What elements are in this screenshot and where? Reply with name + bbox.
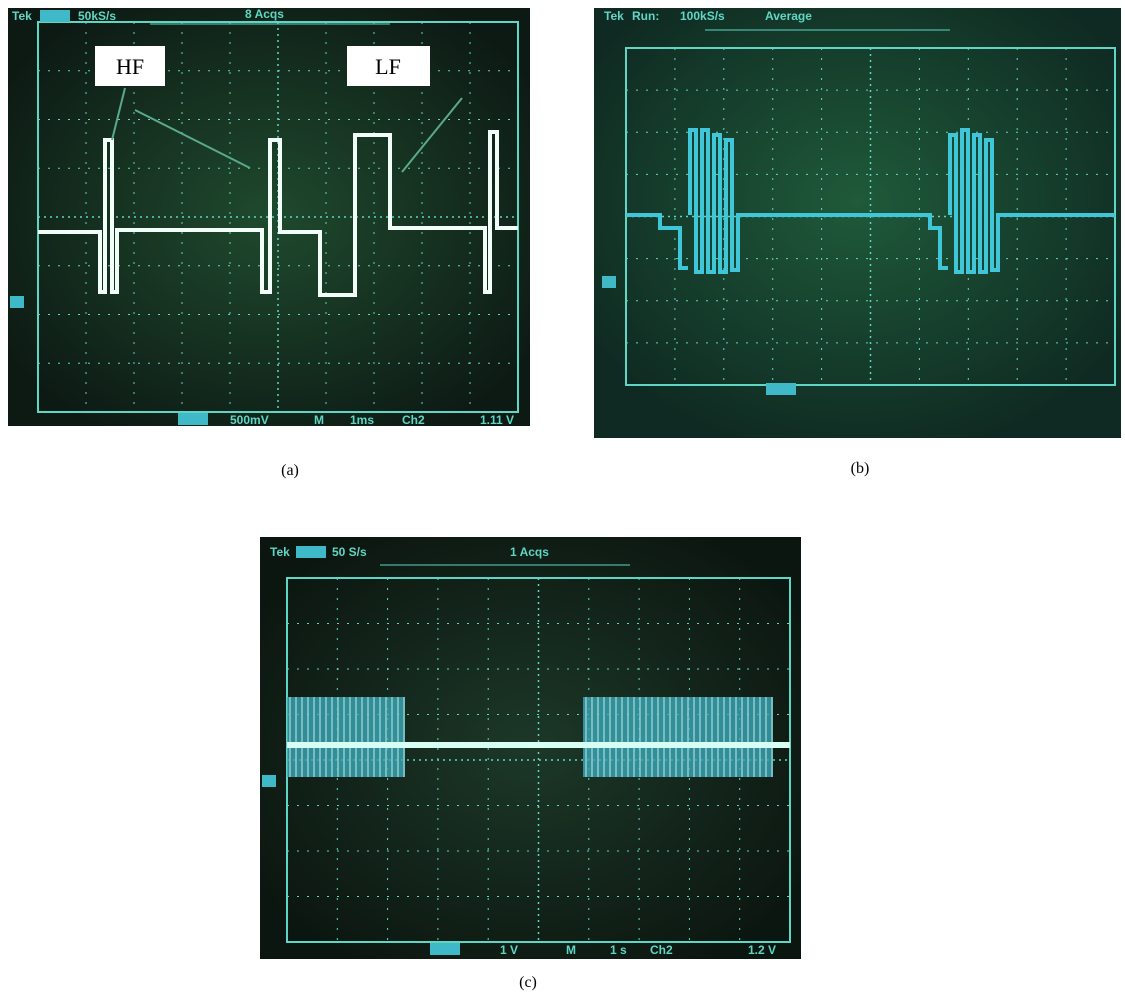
volts: 1 V [500, 943, 518, 957]
acqs: 1 Acqs [510, 545, 549, 559]
hf-label: HF [116, 54, 144, 79]
panel-a: HF LF Tek 50kS/s 8 Acqs 500mV M 1ms Ch2 … [8, 7, 530, 479]
time: 1ms [350, 413, 374, 427]
brand: Tek [12, 9, 32, 23]
mode: Average [765, 9, 812, 23]
channel: Ch2 [402, 413, 425, 427]
caption: (a) [281, 462, 299, 479]
burst [287, 697, 405, 777]
volts: 500mV [230, 413, 269, 427]
trigger: 1.11 V [480, 413, 514, 427]
caption: (c) [519, 974, 537, 991]
status: Run: [632, 9, 659, 23]
channel-box [766, 383, 796, 395]
screen [594, 8, 1121, 438]
caption: (b) [851, 460, 870, 477]
channel-box [178, 413, 208, 425]
rate: 100kS/s [680, 9, 725, 23]
status-box [296, 546, 326, 558]
brand: Tek [604, 9, 624, 23]
channel-marker [262, 775, 276, 787]
mode: M [566, 943, 576, 957]
page: {"panel_a": {"header": {"brand": "Tek", … [0, 0, 1125, 994]
lf-label: LF [375, 54, 401, 79]
trigger: 1.2 V [748, 943, 776, 957]
brand: Tek [270, 545, 290, 559]
channel-marker [10, 296, 24, 308]
channel-marker [602, 276, 616, 288]
burst [583, 697, 773, 777]
time: 1 s [610, 943, 627, 957]
acqs: 8 Acqs [245, 7, 284, 21]
rate: 50kS/s [78, 9, 116, 23]
channel: Ch2 [650, 943, 673, 957]
channel-box [430, 943, 460, 955]
rate: 50 S/s [332, 545, 367, 559]
status-box [40, 10, 70, 22]
panel-c: Tek 50 S/s 1 Acqs 1 V M 1 s Ch2 1.2 V (c… [260, 537, 801, 991]
mode: M [314, 413, 324, 427]
figure: HF LF Tek 50kS/s 8 Acqs 500mV M 1ms Ch2 … [0, 0, 1125, 994]
panel-b: Tek Run: 100kS/s Average (b) [594, 8, 1121, 477]
